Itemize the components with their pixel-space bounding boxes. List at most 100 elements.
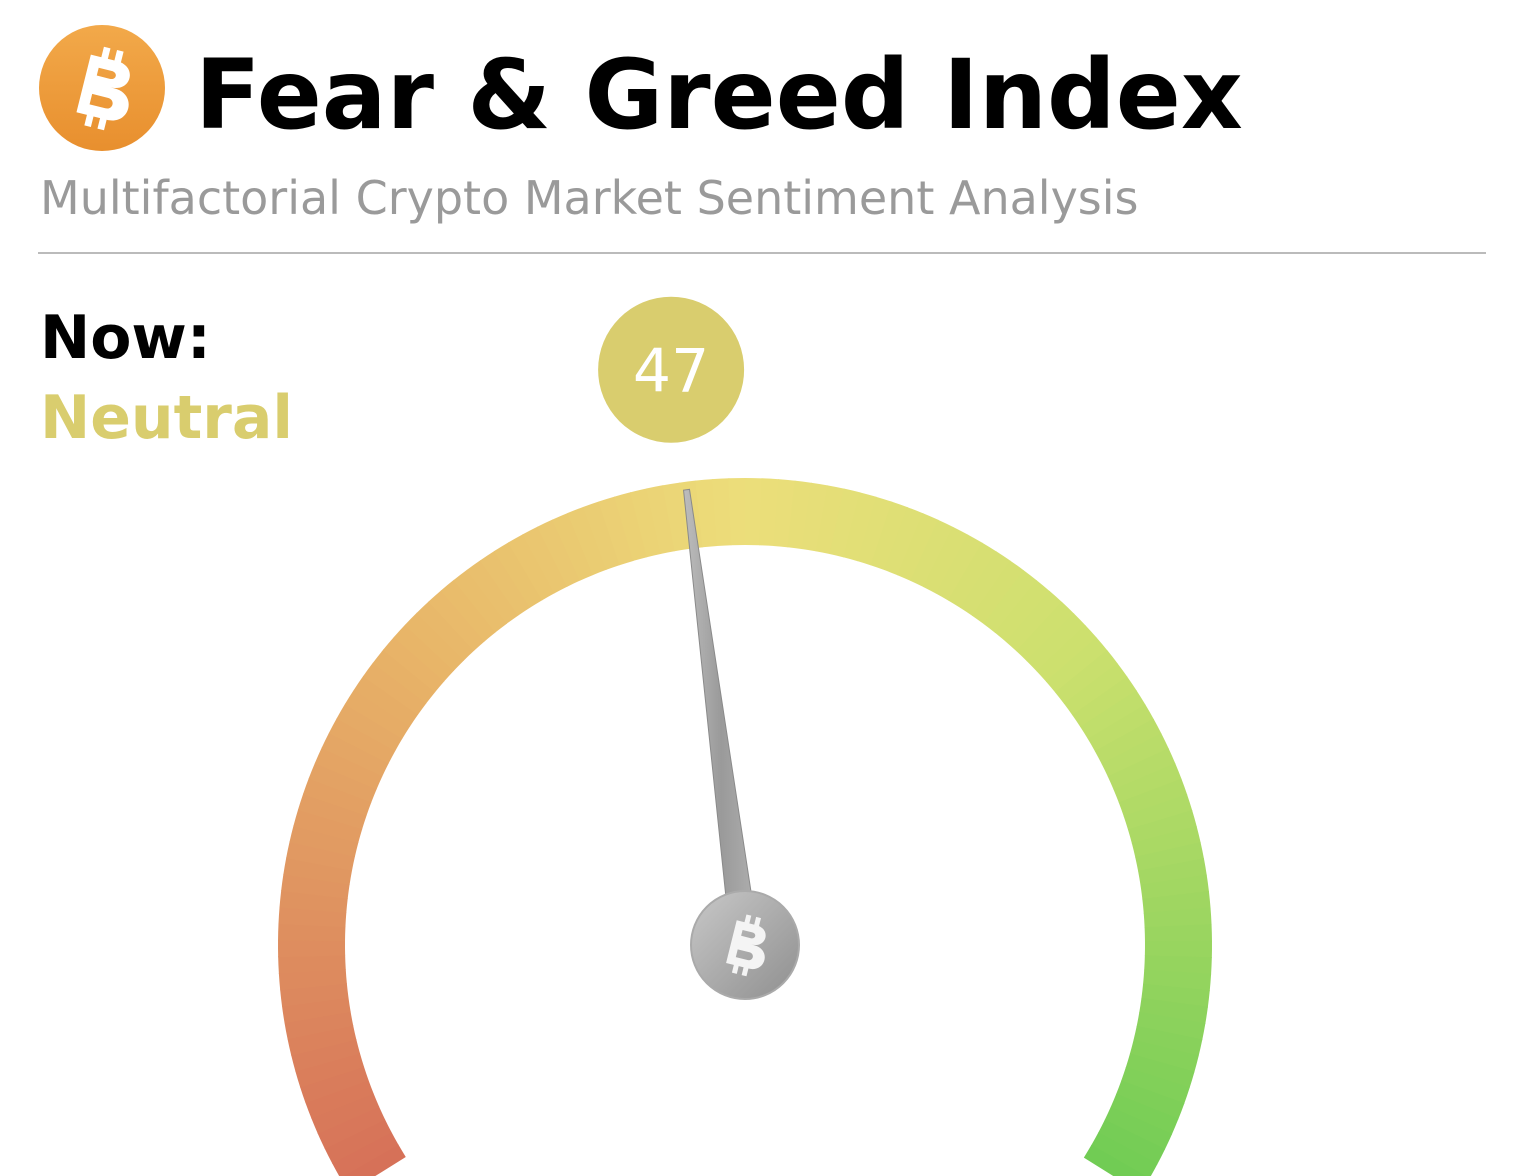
arc-segment bbox=[883, 507, 924, 576]
arc-segment bbox=[695, 479, 718, 548]
needle bbox=[682, 488, 760, 948]
arc-segment bbox=[305, 1079, 374, 1119]
arc-segment bbox=[910, 519, 954, 588]
bitcoin-bar bbox=[114, 50, 124, 64]
arc-segment bbox=[303, 777, 372, 816]
arc-segment bbox=[1144, 940, 1212, 959]
arc-segment bbox=[1091, 1132, 1158, 1176]
arc-segment bbox=[353, 675, 419, 727]
arc-segment bbox=[344, 689, 411, 739]
arc-segment bbox=[453, 569, 508, 633]
arc-segment bbox=[287, 1025, 357, 1056]
arc-segment bbox=[1072, 676, 1137, 728]
arc-segment bbox=[787, 480, 812, 550]
bitcoin-icon bbox=[726, 914, 766, 977]
value-bubble bbox=[598, 296, 745, 443]
subtitle: Multifactorial Crypto Market Sentiment A… bbox=[40, 171, 1139, 225]
now-label: Now: bbox=[40, 303, 211, 373]
arc-segment bbox=[728, 477, 746, 546]
arc-segment bbox=[1144, 924, 1212, 942]
arc-segment bbox=[328, 717, 396, 764]
arc-segment bbox=[493, 542, 543, 608]
arc-segment bbox=[372, 649, 436, 704]
arc-segment bbox=[284, 1011, 354, 1040]
bitcoin-bar bbox=[731, 963, 739, 974]
arc-segment bbox=[278, 954, 346, 974]
arc-segment bbox=[935, 534, 983, 601]
bitcoin-bar bbox=[744, 914, 752, 925]
arc-segment bbox=[416, 601, 475, 661]
arc-segment bbox=[815, 485, 845, 555]
arc-segment bbox=[297, 793, 367, 830]
arc-segment bbox=[278, 939, 346, 958]
arc-segment bbox=[1098, 1119, 1166, 1165]
arc-segment bbox=[321, 732, 389, 777]
arc-segment bbox=[614, 492, 648, 562]
arc-segment bbox=[870, 501, 909, 571]
arc-segment bbox=[283, 857, 353, 885]
arc-segment bbox=[1055, 650, 1118, 705]
bitcoin-bar bbox=[100, 46, 111, 61]
arc-segment bbox=[293, 809, 363, 844]
arc-segment bbox=[923, 526, 969, 594]
bitcoin-shape bbox=[726, 920, 766, 969]
arc-segment bbox=[1113, 763, 1182, 804]
arc-segment bbox=[1101, 733, 1169, 778]
arc-segment bbox=[801, 482, 829, 552]
arc-segment bbox=[1123, 794, 1193, 831]
arc-segment bbox=[314, 747, 383, 790]
arc-segment bbox=[382, 636, 445, 693]
arc-segment bbox=[324, 1119, 392, 1164]
arc-segment bbox=[1139, 997, 1208, 1024]
arc-segment bbox=[440, 579, 496, 642]
arc-segment bbox=[1063, 663, 1128, 716]
arc-segment bbox=[567, 506, 607, 576]
arc-segment bbox=[317, 1106, 386, 1149]
arc-segment bbox=[286, 841, 355, 871]
arc-segment bbox=[1026, 613, 1086, 672]
arc-segment bbox=[507, 534, 555, 601]
arc-segment bbox=[1127, 810, 1197, 844]
arc-segment bbox=[1143, 907, 1212, 928]
arc-segment bbox=[278, 923, 346, 942]
arc-segment bbox=[480, 550, 531, 616]
arc-segment bbox=[393, 624, 455, 682]
arc-segment bbox=[994, 580, 1050, 643]
bitcoin-bar bbox=[97, 116, 107, 131]
arc-segment bbox=[1094, 718, 1162, 765]
bitcoin-shape bbox=[76, 54, 130, 121]
arc-segment bbox=[404, 612, 464, 672]
arc-segment bbox=[662, 482, 690, 552]
arc-segment bbox=[342, 1144, 406, 1176]
bitcoin-bar bbox=[84, 113, 94, 127]
arc-segment bbox=[1104, 1106, 1173, 1150]
arc-segment bbox=[362, 662, 427, 715]
arc-segment bbox=[428, 590, 485, 652]
arc-segment bbox=[1125, 1053, 1195, 1089]
arc-segment bbox=[537, 519, 581, 587]
arc-segment bbox=[291, 1039, 360, 1072]
logo-mark bbox=[76, 46, 130, 131]
arc-segment bbox=[1045, 637, 1108, 693]
arc-segment bbox=[289, 825, 359, 857]
classification: Neutral bbox=[40, 383, 293, 453]
arc-segment bbox=[1141, 983, 1210, 1008]
arc-segment bbox=[1144, 955, 1212, 975]
arc-segment bbox=[983, 570, 1038, 633]
arc-segment bbox=[300, 1066, 369, 1104]
bitcoin-icon bbox=[76, 46, 130, 131]
arc-segment bbox=[308, 762, 377, 803]
arc-segment bbox=[466, 559, 519, 624]
arc-segment bbox=[1005, 590, 1063, 652]
arc-segment bbox=[336, 703, 403, 752]
arc-segment bbox=[1080, 690, 1146, 740]
arc-segment bbox=[281, 873, 350, 899]
arc-segment bbox=[1083, 1144, 1146, 1176]
arc-segment bbox=[280, 983, 349, 1007]
title: Fear & Greed Index bbox=[195, 39, 1243, 151]
arc-segment bbox=[1135, 842, 1205, 872]
arc-segment bbox=[278, 968, 347, 991]
arc-segment bbox=[295, 1052, 365, 1088]
